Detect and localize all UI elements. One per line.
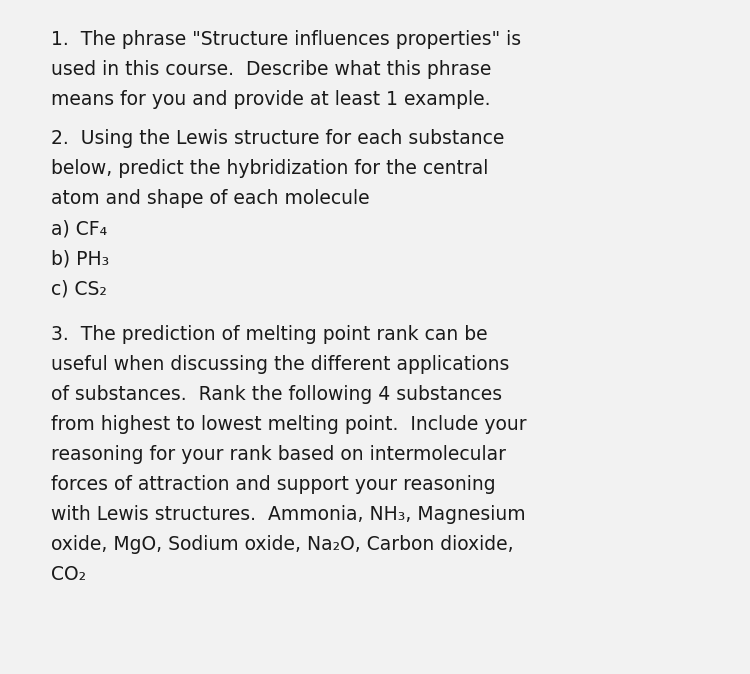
Text: from highest to lowest melting point.  Include your: from highest to lowest melting point. In… xyxy=(51,415,526,434)
Text: with Lewis structures.  Ammonia, NH₃, Magnesium: with Lewis structures. Ammonia, NH₃, Mag… xyxy=(51,505,526,524)
Text: c) CS₂: c) CS₂ xyxy=(51,279,106,299)
Text: a) CF₄: a) CF₄ xyxy=(51,219,107,239)
Text: b) PH₃: b) PH₃ xyxy=(51,249,110,268)
Text: 1.  The phrase "Structure influences properties" is: 1. The phrase "Structure influences prop… xyxy=(51,30,521,49)
Text: useful when discussing the different applications: useful when discussing the different app… xyxy=(51,355,509,374)
Text: used in this course.  Describe what this phrase: used in this course. Describe what this … xyxy=(51,60,491,80)
Text: atom and shape of each molecule: atom and shape of each molecule xyxy=(51,189,370,208)
Text: of substances.  Rank the following 4 substances: of substances. Rank the following 4 subs… xyxy=(51,385,503,404)
Text: 2.  Using the Lewis structure for each substance: 2. Using the Lewis structure for each su… xyxy=(51,129,504,148)
Text: forces of attraction and support your reasoning: forces of attraction and support your re… xyxy=(51,474,496,494)
Text: means for you and provide at least 1 example.: means for you and provide at least 1 exa… xyxy=(51,90,491,109)
Text: reasoning for your rank based on intermolecular: reasoning for your rank based on intermo… xyxy=(51,445,506,464)
Text: 3.  The prediction of melting point rank can be: 3. The prediction of melting point rank … xyxy=(51,325,488,344)
Text: below, predict the hybridization for the central: below, predict the hybridization for the… xyxy=(51,159,488,179)
Text: CO₂: CO₂ xyxy=(51,565,86,584)
Text: oxide, MgO, Sodium oxide, Na₂O, Carbon dioxide,: oxide, MgO, Sodium oxide, Na₂O, Carbon d… xyxy=(51,535,514,554)
